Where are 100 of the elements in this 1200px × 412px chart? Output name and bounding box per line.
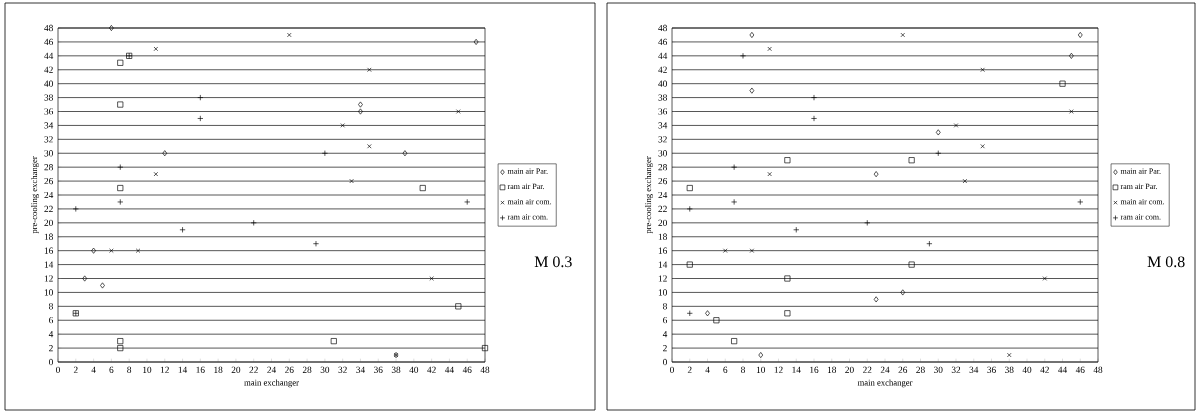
y-tick-label: 40 [44, 80, 53, 87]
x-tick-label: 18 [827, 366, 837, 373]
x-tick-label: 30 [934, 366, 943, 373]
point [749, 248, 755, 253]
y-tick-label: 20 [658, 219, 667, 226]
point [935, 129, 941, 136]
x-tick-label: 24 [267, 366, 277, 373]
y-axis-title: pre-cooling exchanger [31, 156, 39, 234]
y-tick-label: 2 [49, 345, 53, 352]
point [686, 185, 693, 192]
text: M 0.8 [1147, 256, 1185, 268]
x-tick-label: 14 [792, 366, 801, 373]
y-tick-label: 28 [44, 164, 53, 171]
point [349, 178, 354, 184]
x-tick-label: 12 [160, 366, 169, 373]
point [723, 248, 728, 253]
point [419, 185, 426, 192]
point [358, 108, 363, 115]
y-tick-label: 24 [44, 191, 54, 199]
y-tick-label: 18 [658, 233, 667, 240]
point [749, 31, 755, 38]
y-tick-label: 4 [662, 331, 668, 338]
x-tick-label: 36 [374, 366, 383, 373]
x-tick-label: 10 [143, 366, 152, 373]
x-tick-label: 4 [705, 366, 710, 373]
point [1042, 276, 1047, 281]
y-tick-label: 26 [44, 177, 54, 185]
y-tick-label: 12 [44, 275, 53, 282]
point [980, 67, 985, 72]
point [758, 352, 764, 359]
y-tick-label: 40 [658, 80, 667, 87]
y-tick-label: 6 [49, 317, 54, 324]
y-tick-label: 14 [658, 261, 668, 268]
point [1059, 80, 1066, 87]
y-tick-label: 44 [44, 52, 54, 59]
x-tick-label: 44 [1058, 366, 1068, 373]
x-tick-label: 44 [444, 366, 454, 373]
x-tick-label: 22 [249, 366, 258, 373]
point [908, 261, 915, 268]
point [367, 67, 372, 72]
point [749, 87, 755, 94]
y-tick-label: 36 [658, 108, 668, 115]
y-tick-label: 0 [49, 358, 53, 366]
x-tick-label: 10 [756, 366, 766, 373]
y-tick-label: 8 [663, 303, 667, 310]
x-tick-label: 0 [670, 366, 674, 373]
y-tick-label: 32 [44, 136, 53, 143]
y-tick-label: 14 [44, 261, 54, 268]
x-tick-label: 48 [480, 366, 490, 373]
point [962, 178, 968, 184]
y-tick-label: 34 [44, 122, 54, 129]
x-tick-label: 0 [56, 366, 60, 373]
point [980, 144, 985, 149]
point [117, 101, 124, 108]
point [162, 150, 168, 157]
point [953, 123, 959, 128]
x-tick-label: 46 [1075, 366, 1085, 373]
y-tick-label: 10 [44, 289, 53, 296]
y-tick-label: 24 [658, 191, 668, 199]
point [1007, 352, 1012, 358]
point [456, 109, 461, 114]
point [117, 185, 124, 192]
x-tick-label: 8 [741, 366, 745, 373]
x-axis-title: main exchanger [857, 379, 913, 388]
x-tick-label: 28 [916, 366, 925, 373]
y-tick-label: 4 [48, 331, 54, 338]
x-tick-label: 8 [127, 366, 132, 373]
x-tick-label: 16 [810, 366, 819, 373]
y-tick-label: 32 [658, 136, 667, 143]
point [686, 261, 693, 268]
y-tick-label: 16 [44, 247, 54, 254]
point [473, 38, 479, 45]
point [109, 248, 114, 253]
x-tick-label: 32 [338, 366, 347, 373]
point [900, 289, 906, 296]
point [1069, 52, 1074, 59]
point [455, 303, 462, 310]
y-axis-title: pre-cooling exchanger [645, 156, 653, 234]
x-tick-label: 20 [231, 366, 241, 373]
x-tick-label: 42 [427, 366, 436, 373]
y-tick-label: 22 [658, 205, 667, 212]
point [429, 276, 434, 281]
point [117, 59, 124, 66]
y-tick-label: 10 [658, 289, 667, 296]
x-tick-label: 2 [73, 366, 78, 373]
point [153, 171, 159, 177]
point [135, 248, 141, 253]
x-tick-label: 46 [462, 366, 472, 373]
y-tick-label: 28 [658, 164, 667, 171]
point [330, 338, 337, 345]
point [784, 157, 791, 164]
x-tick-label: 6 [723, 366, 728, 373]
x-tick-label: 32 [951, 366, 961, 373]
point [767, 171, 772, 177]
x-tick-label: 14 [178, 366, 188, 373]
y-tick-label: 38 [658, 94, 667, 101]
y-tick-label: 44 [658, 52, 668, 59]
point [340, 123, 345, 128]
x-tick-label: 38 [391, 366, 401, 373]
point [705, 310, 710, 317]
